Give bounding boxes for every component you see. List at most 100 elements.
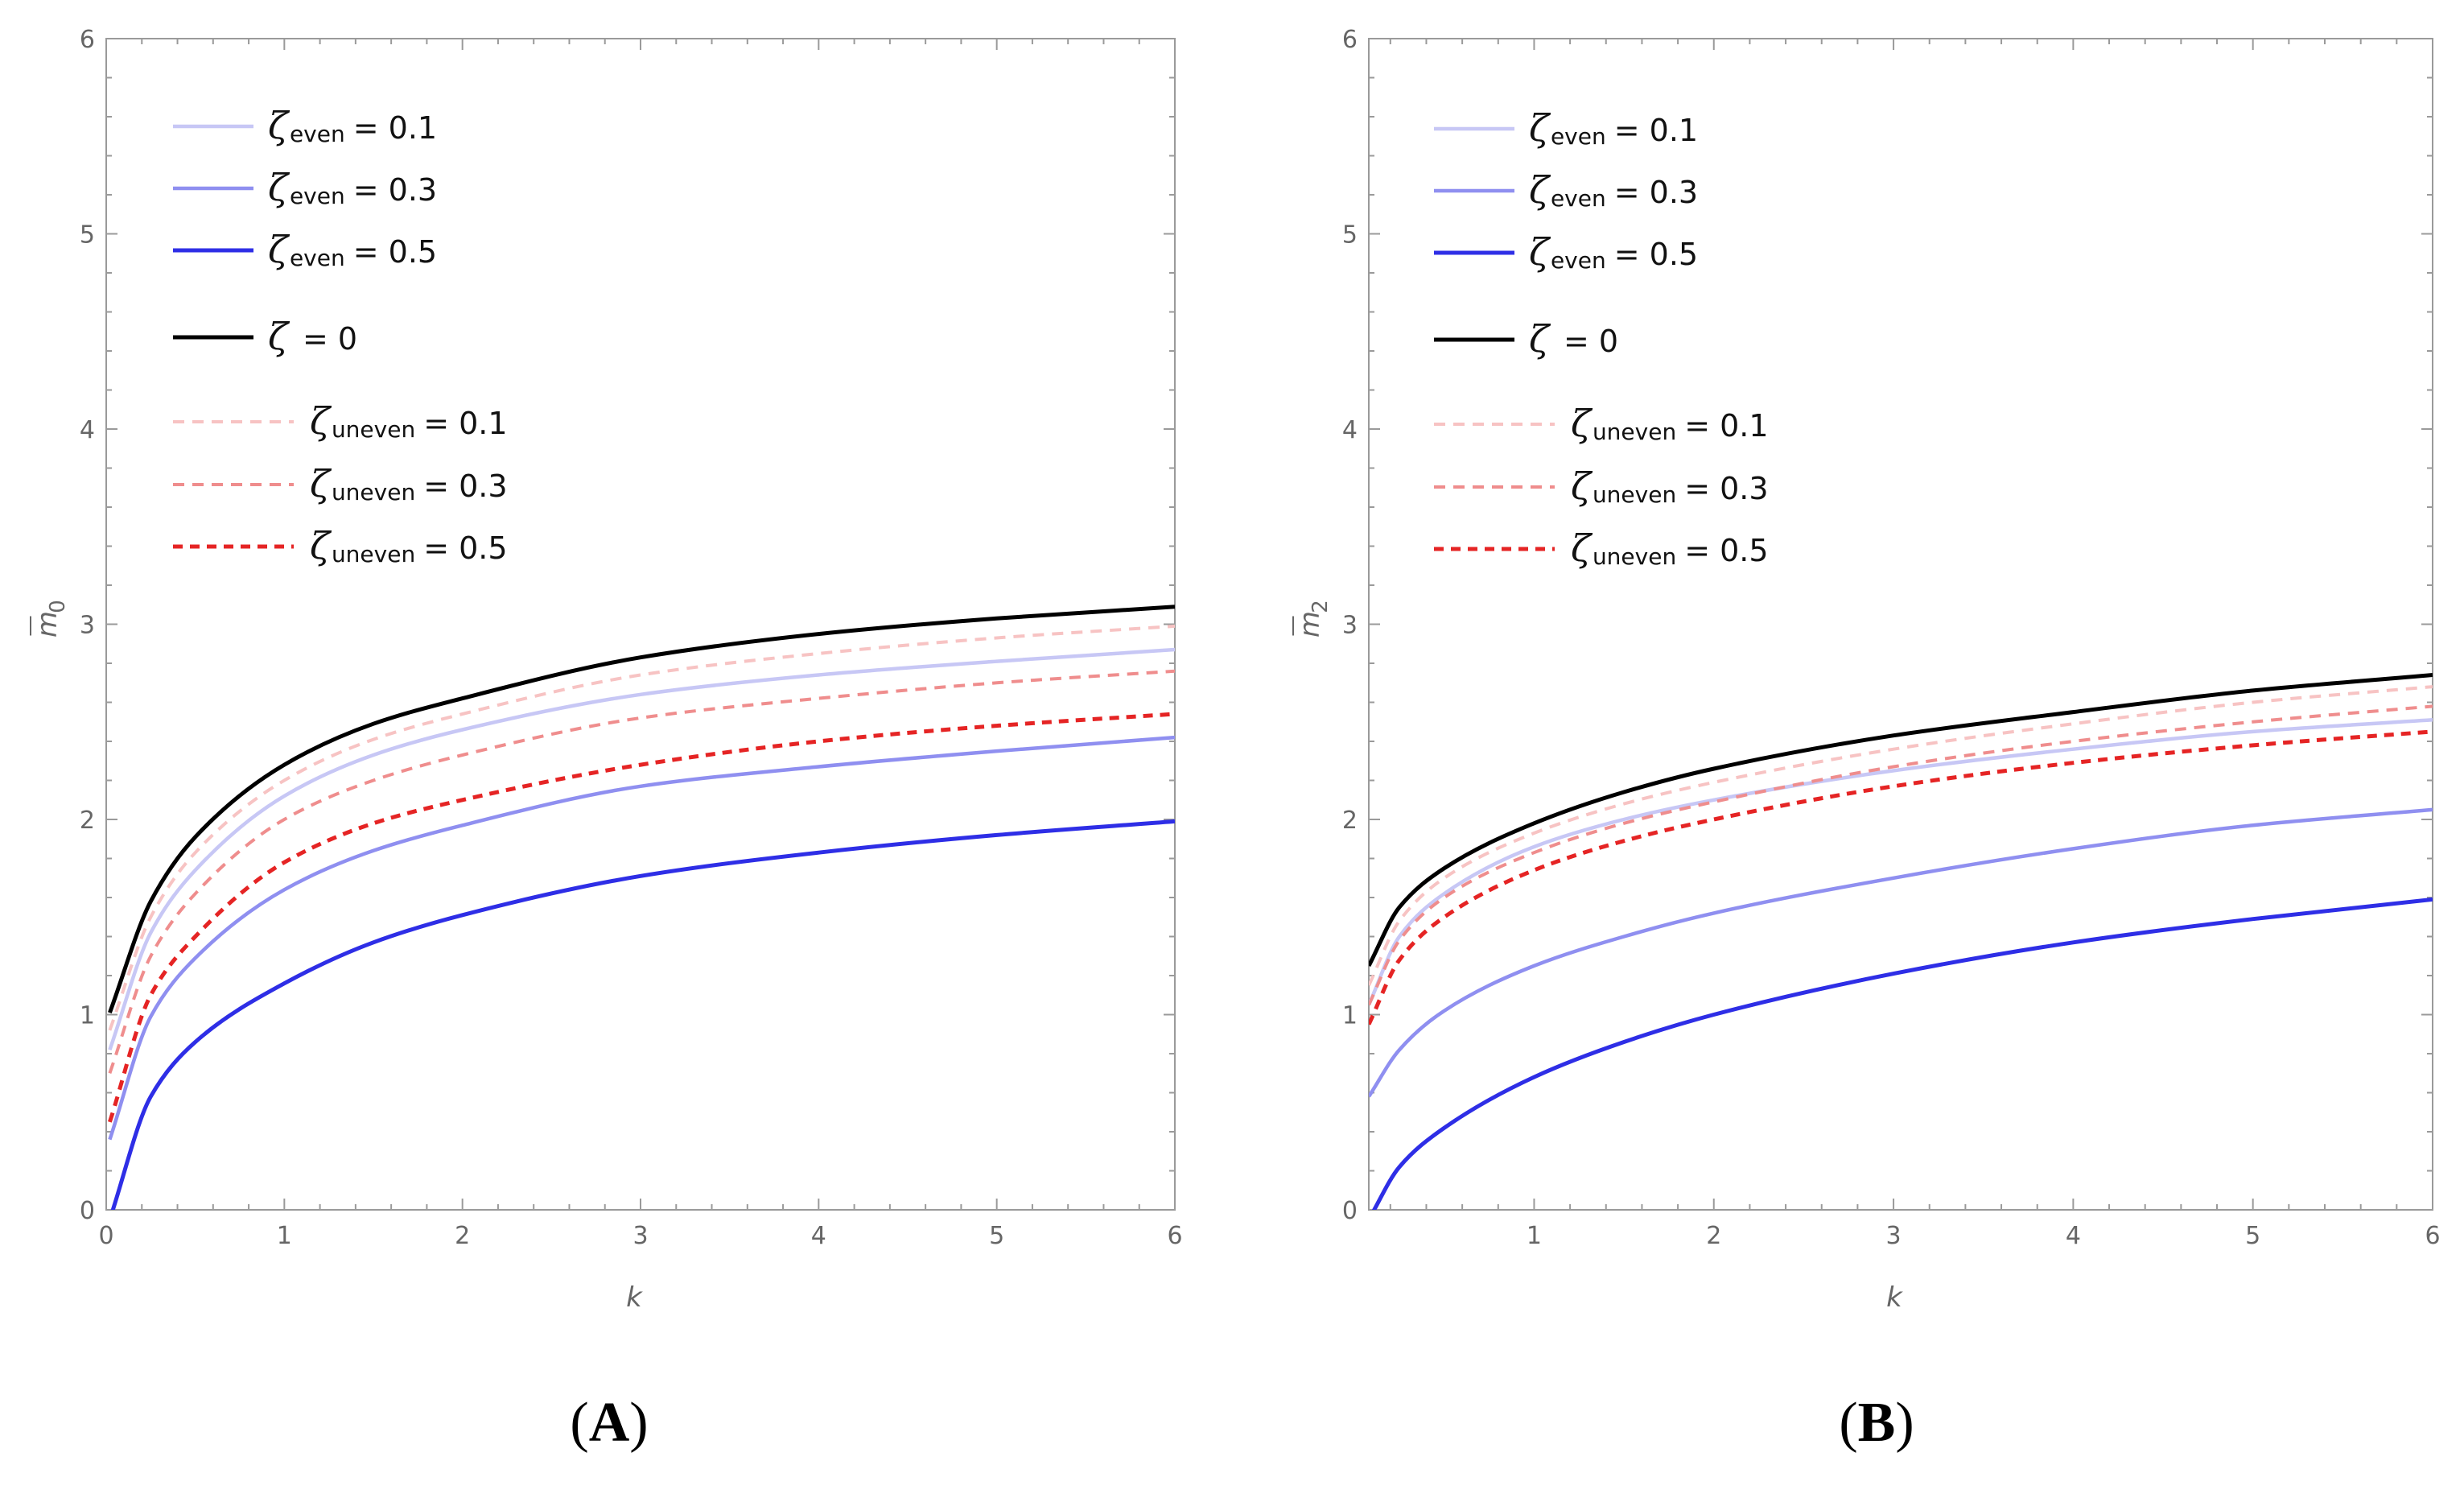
legend-item-label: ζuneven = 0.3 xyxy=(1571,464,1769,508)
legend-value: = 0.1 xyxy=(1614,113,1698,148)
legend-subscript: even xyxy=(1551,123,1606,150)
panel-label-letter: A xyxy=(589,1392,630,1454)
legend-item-label: ζuneven = 0.5 xyxy=(1571,526,1769,570)
series-line-uneven-0-1 xyxy=(108,624,1175,1031)
legend-value: = 0.3 xyxy=(353,172,437,208)
y-axis-label-main: m xyxy=(31,611,64,638)
y-tick-label: 5 xyxy=(1342,221,1358,250)
y-tick-label: 2 xyxy=(1342,807,1358,835)
legend-subscript: uneven xyxy=(1593,481,1676,508)
legend-value: = 0.1 xyxy=(423,406,507,441)
x-tick-label: 4 xyxy=(811,1222,826,1250)
legend-subscript: uneven xyxy=(332,479,415,506)
legend-subscript: uneven xyxy=(332,416,415,443)
y-tick-label: 1 xyxy=(1342,1002,1358,1030)
series-line-uneven-0-5 xyxy=(1369,729,2433,1025)
legend-value: = 0.1 xyxy=(353,110,437,146)
legend-item-label: ζuneven = 0.5 xyxy=(310,524,508,567)
plot-frame xyxy=(105,38,1176,1211)
series-lines xyxy=(1369,673,2433,1210)
x-axis-label: k xyxy=(1886,1281,1903,1314)
legend-symbol: ζ xyxy=(1571,526,1593,570)
legend-symbol: ζ xyxy=(1529,230,1551,274)
x-tick-label: 5 xyxy=(2245,1222,2260,1250)
legend-symbol: ζ xyxy=(268,228,290,271)
legend-symbol: ζ xyxy=(310,399,332,443)
legend-symbol: ζ xyxy=(268,104,290,147)
legend-symbol: ζ xyxy=(1529,317,1551,361)
x-tick-label: 5 xyxy=(989,1222,1004,1250)
x-tick-label: 3 xyxy=(632,1222,648,1250)
legend-item-label: ζ = 0 xyxy=(268,315,357,358)
x-tick-label: 4 xyxy=(2066,1222,2081,1250)
y-tick-label: 0 xyxy=(1342,1197,1358,1225)
y-tick-label: 4 xyxy=(80,416,95,444)
x-tick-label: 1 xyxy=(1527,1222,1542,1250)
legend-value: = 0.1 xyxy=(1684,408,1768,444)
y-tick-label: 2 xyxy=(80,807,95,835)
legend-subscript: even xyxy=(1551,247,1606,274)
panel-label-open-paren: ( xyxy=(570,1392,588,1454)
y-axis-label-sub: 2 xyxy=(1308,600,1333,613)
x-tick-label: 2 xyxy=(455,1222,470,1250)
series-line-even-0-5 xyxy=(1371,897,2433,1210)
x-tick-label: 0 xyxy=(98,1222,113,1250)
legend-item-label: ζ = 0 xyxy=(1529,317,1618,361)
legend-value: = 0.3 xyxy=(423,468,507,504)
panel-label: (B) xyxy=(1839,1392,1914,1454)
legend-subscript: uneven xyxy=(1593,419,1676,445)
legend-value: = 0.3 xyxy=(1684,471,1768,506)
series-lines xyxy=(108,605,1175,1210)
x-axis-label: k xyxy=(626,1281,643,1314)
legend-value: = 0.5 xyxy=(353,234,437,270)
legend-value: = 0.5 xyxy=(1614,237,1698,272)
legend-symbol: ζ xyxy=(268,166,290,209)
panel-label-close-paren: ) xyxy=(629,1392,648,1454)
y-tick-label: 3 xyxy=(1342,612,1358,640)
y-axis-label: m0 xyxy=(30,600,70,638)
y-axis-label: m2 xyxy=(1292,600,1333,638)
legend-subscript: even xyxy=(290,121,345,147)
y-tick-label: 4 xyxy=(1342,416,1358,444)
legend-item-label: ζeven = 0.3 xyxy=(268,166,437,209)
legend-subscript: uneven xyxy=(1593,543,1676,570)
y-tick-label: 3 xyxy=(80,612,95,640)
series-line-uneven-0-3 xyxy=(1369,704,2433,1006)
series-line-even-0-1 xyxy=(108,647,1175,1050)
legend-item-label: ζuneven = 0.3 xyxy=(310,462,508,506)
legend-subscript: uneven xyxy=(332,541,415,567)
x-tick-label: 3 xyxy=(1886,1222,1902,1250)
panel-label: (A) xyxy=(570,1392,648,1454)
series-line-zeta-0 xyxy=(1369,673,2433,968)
legend-item-label: ζuneven = 0.1 xyxy=(1571,402,1769,445)
legend-subscript: even xyxy=(1551,185,1606,212)
legend-value: = 0.5 xyxy=(1684,533,1768,568)
plot-frame xyxy=(1368,38,2433,1211)
panel-label-open-paren: ( xyxy=(1839,1392,1857,1454)
series-line-even-0-3 xyxy=(108,735,1175,1141)
legend-subscript: even xyxy=(290,245,345,271)
y-axis-label-main: m xyxy=(1294,611,1326,638)
legend-value: = 0.5 xyxy=(423,530,507,566)
panel-label-letter: B xyxy=(1858,1392,1896,1454)
series-line-uneven-0-1 xyxy=(1369,685,2433,986)
legend-symbol: ζ xyxy=(268,315,290,358)
legend-symbol: ζ xyxy=(1529,168,1551,212)
x-tick-label: 6 xyxy=(1167,1222,1182,1250)
x-tick-label: 6 xyxy=(2425,1222,2440,1250)
series-line-uneven-0-5 xyxy=(108,712,1175,1123)
series-line-even-0-1 xyxy=(1369,718,2433,1006)
series-line-uneven-0-3 xyxy=(108,669,1175,1074)
legend-value: = 0 xyxy=(1564,324,1618,359)
legend-symbol: ζ xyxy=(310,462,332,506)
legend-symbol: ζ xyxy=(310,524,332,567)
legend-item-label: ζuneven = 0.1 xyxy=(310,399,508,443)
x-tick-label: 1 xyxy=(277,1222,292,1250)
panel-label-close-paren: ) xyxy=(1895,1392,1914,1454)
x-tick-label: 2 xyxy=(1706,1222,1721,1250)
series-line-even-0-5 xyxy=(110,819,1175,1210)
